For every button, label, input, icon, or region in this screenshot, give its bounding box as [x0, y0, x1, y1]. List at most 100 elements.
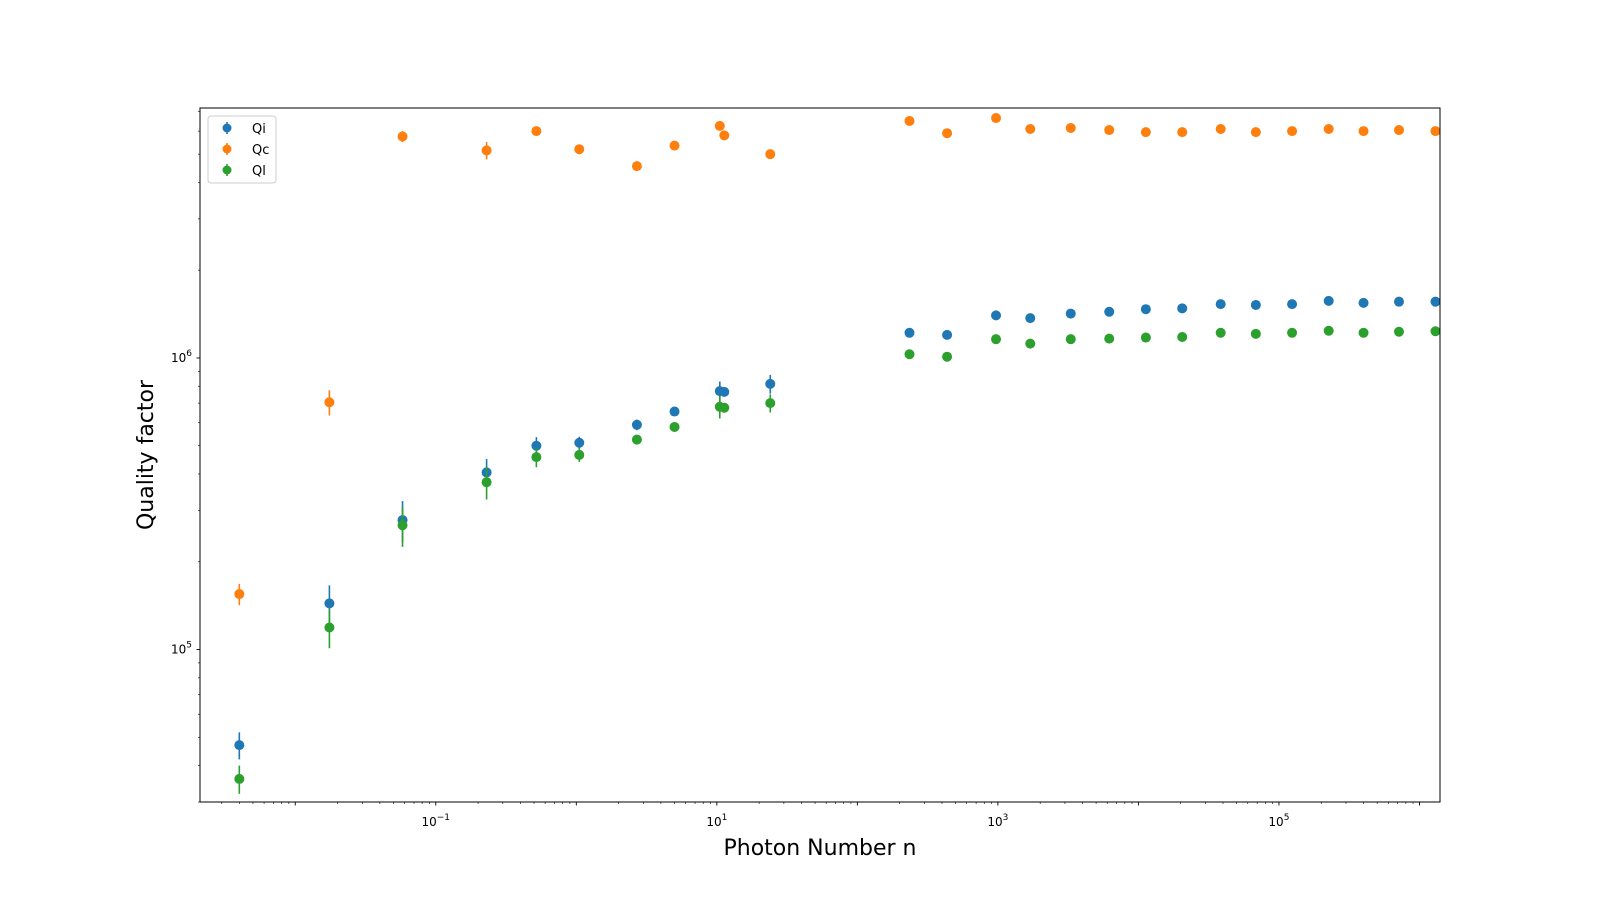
data-points-layer	[234, 113, 1441, 794]
data-point-qc	[669, 140, 680, 151]
x-tick-label: 103	[987, 813, 1008, 829]
data-point-ql	[397, 520, 408, 531]
legend: Qi Qc Ql	[207, 115, 277, 184]
legend-marker-qc	[222, 144, 232, 154]
data-point-qc	[1104, 125, 1115, 136]
data-point-ql	[1140, 332, 1151, 343]
data-point-qi	[904, 327, 915, 338]
data-point-ql	[1215, 327, 1226, 338]
data-point-ql	[1358, 327, 1369, 338]
data-point-ql	[324, 622, 335, 633]
plot-area	[200, 108, 1440, 802]
data-point-qc	[1140, 127, 1151, 138]
legend-label-ql: Ql	[252, 164, 266, 179]
data-point-qi	[1250, 299, 1261, 310]
x-tick-label: 10−1	[421, 813, 450, 829]
data-point-ql	[719, 402, 730, 413]
data-point-qi	[324, 598, 335, 609]
data-point-ql	[904, 349, 915, 360]
data-point-qi	[1065, 308, 1076, 319]
x-tick-label-base: 10	[421, 815, 436, 829]
data-point-qc	[631, 161, 642, 172]
data-point-qi	[1323, 295, 1334, 306]
data-point-qc	[397, 131, 408, 142]
plot-frame	[199, 107, 1441, 803]
data-point-qc	[574, 144, 585, 155]
data-point-qc	[1250, 127, 1261, 138]
data-point-qi	[631, 419, 642, 430]
data-point-ql	[1104, 333, 1115, 344]
data-point-qi	[1104, 306, 1115, 317]
data-point-qc	[531, 126, 542, 137]
data-point-qc	[1025, 123, 1036, 134]
data-point-ql	[234, 773, 245, 784]
data-point-ql	[1177, 332, 1188, 343]
y-tick-label: 106	[171, 349, 192, 365]
data-point-ql	[1430, 326, 1441, 337]
data-point-qi	[1393, 296, 1404, 307]
data-point-ql	[1287, 327, 1298, 338]
data-point-qc	[942, 128, 953, 139]
data-point-qc	[1215, 123, 1226, 134]
legend-label-qc: Qc	[252, 143, 269, 158]
x-tick-label-exponent: −1	[437, 813, 450, 823]
data-point-qc	[1065, 122, 1076, 133]
data-point-ql	[531, 452, 542, 463]
y-tick-label-base: 10	[171, 351, 186, 365]
data-point-qc	[1323, 123, 1334, 134]
y-tick-label-exponent: 6	[186, 349, 192, 359]
series-ql	[234, 325, 1441, 794]
y-tick-label: 105	[171, 641, 192, 657]
data-point-qc	[324, 397, 335, 408]
x-axis-title: Photon Number n	[723, 836, 916, 861]
y-tick-label-base: 10	[171, 643, 186, 657]
data-point-qi	[1287, 299, 1298, 310]
data-point-qc	[1430, 126, 1441, 137]
data-point-qi	[1025, 313, 1036, 324]
x-tick-label-base: 10	[1268, 815, 1283, 829]
data-point-ql	[1393, 326, 1404, 337]
data-point-ql	[765, 398, 776, 409]
data-point-qc	[765, 149, 776, 160]
data-point-ql	[942, 351, 953, 362]
data-point-ql	[669, 421, 680, 432]
data-point-qc	[1393, 125, 1404, 136]
data-point-qi	[1430, 296, 1441, 307]
data-point-ql	[574, 449, 585, 460]
data-point-qi	[1358, 297, 1369, 308]
data-point-qc	[719, 130, 730, 141]
data-point-ql	[1250, 328, 1261, 339]
data-point-ql	[1323, 325, 1334, 336]
data-point-qi	[765, 378, 776, 389]
data-point-qc	[991, 113, 1002, 124]
x-tick-label-base: 10	[987, 815, 1002, 829]
data-point-qc	[1358, 126, 1369, 137]
data-point-qc	[904, 115, 915, 126]
x-axis-ticks: 10−1 101 103 105	[221, 802, 1420, 829]
data-point-qi	[991, 310, 1002, 321]
data-point-qc	[1287, 126, 1298, 137]
data-point-qc	[234, 589, 245, 600]
data-point-ql	[991, 334, 1002, 345]
data-point-qi	[1215, 299, 1226, 310]
data-point-ql	[631, 434, 642, 445]
data-point-ql	[1065, 334, 1076, 345]
data-point-ql	[1025, 338, 1036, 349]
data-point-qi	[719, 386, 730, 397]
legend-marker-qi	[222, 123, 232, 133]
data-point-qi	[531, 440, 542, 451]
data-point-qi	[574, 437, 585, 448]
y-axis-title: Quality factor	[134, 379, 159, 530]
y-tick-label-exponent: 5	[186, 641, 192, 651]
data-point-qc	[714, 120, 725, 131]
series-qi	[234, 295, 1441, 760]
x-tick-label-exponent: 1	[722, 813, 728, 823]
x-tick-label-base: 10	[706, 815, 721, 829]
data-point-qi	[234, 740, 245, 751]
x-tick-label: 101	[706, 813, 727, 829]
data-point-qi	[1177, 303, 1188, 314]
data-point-ql	[481, 477, 492, 488]
x-tick-label-exponent: 5	[1284, 813, 1290, 823]
data-point-qi	[942, 329, 953, 340]
